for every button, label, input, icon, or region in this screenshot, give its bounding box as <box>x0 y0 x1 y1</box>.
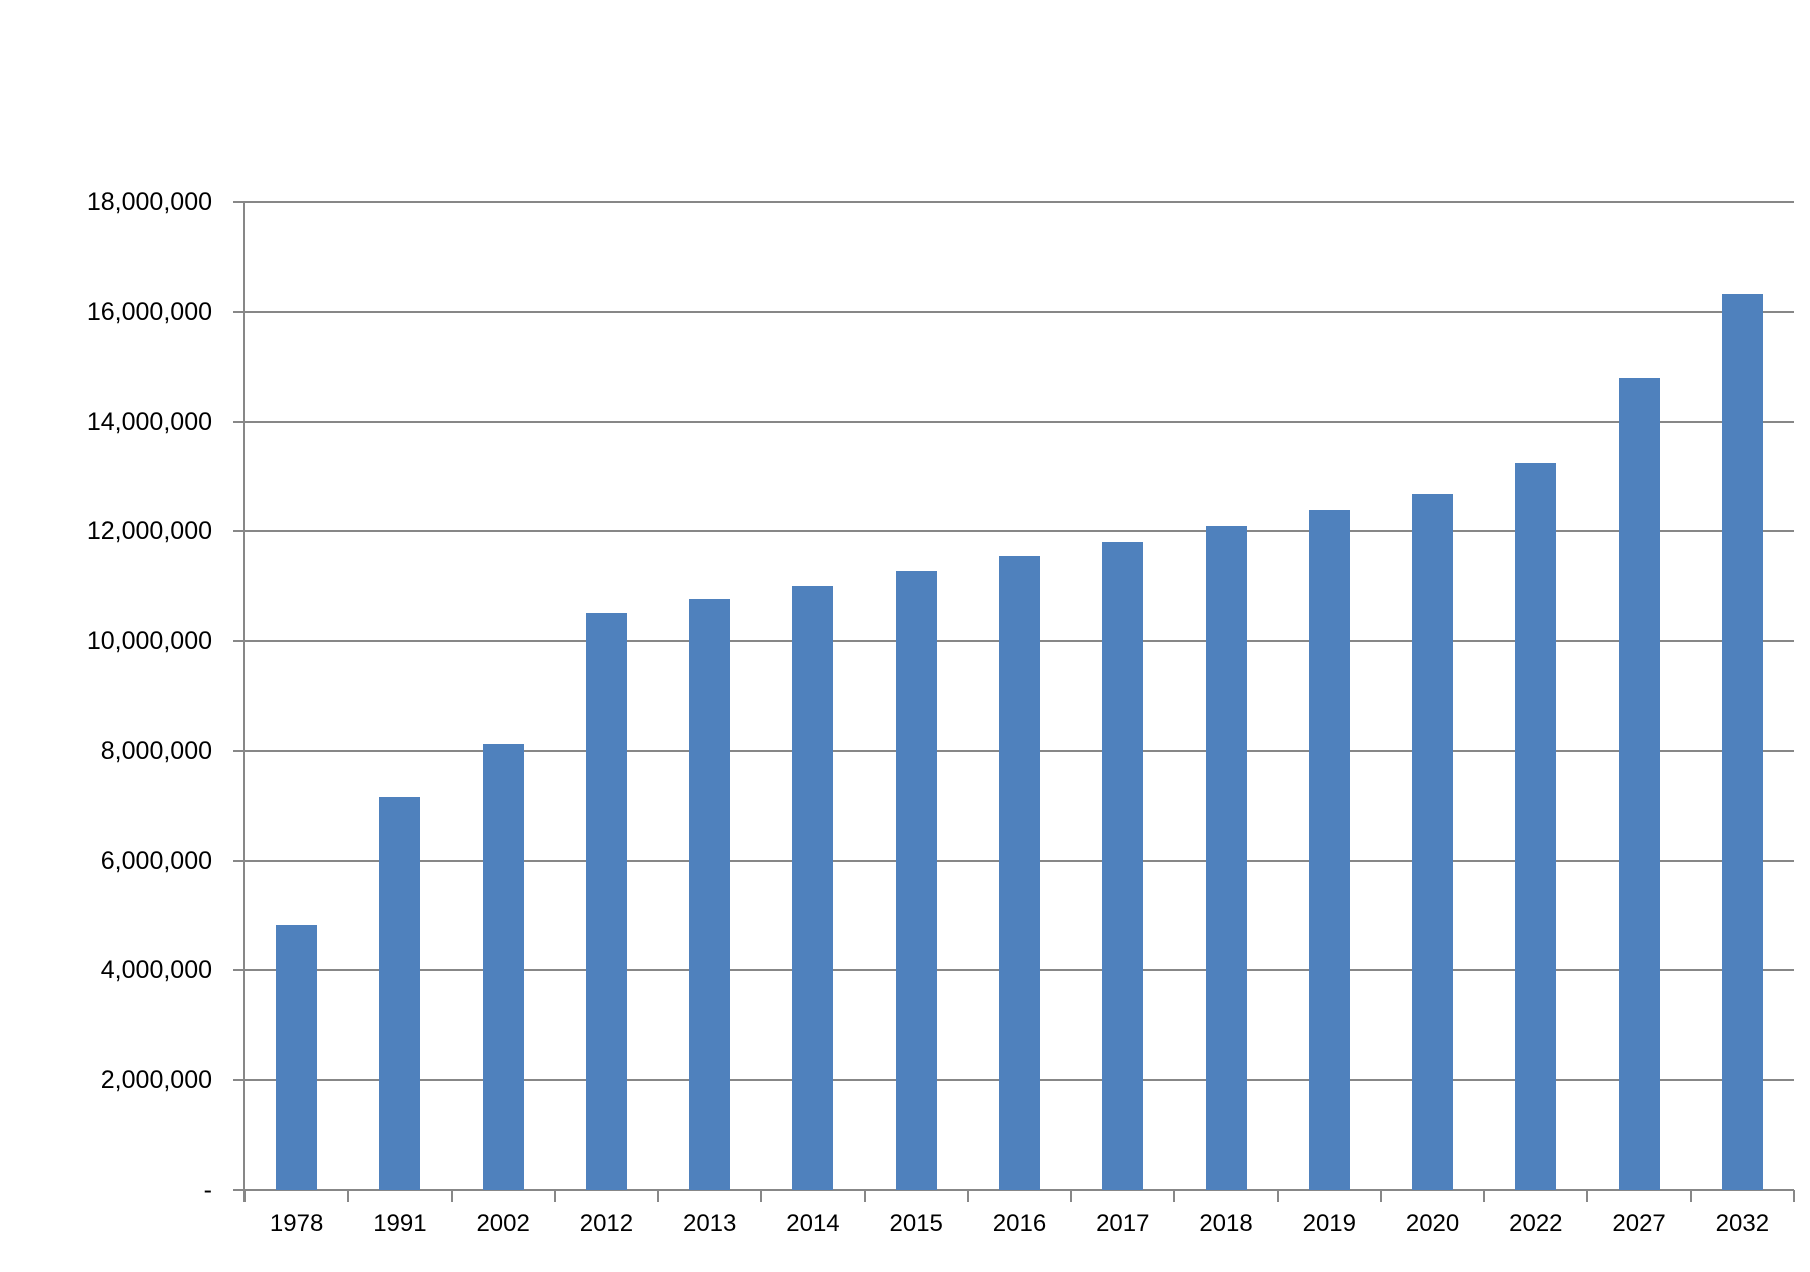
y-axis-tick-label: 12,000,000 <box>86 517 212 546</box>
x-axis-category-label: 2012 <box>579 1210 634 1237</box>
y-axis-tick <box>233 749 245 752</box>
y-axis-tick <box>233 859 245 862</box>
bar-2015 <box>895 571 937 1190</box>
bar-1978 <box>276 924 318 1190</box>
x-axis-tick <box>657 1190 660 1202</box>
y-axis-tick <box>233 420 245 423</box>
x-axis-tick <box>1070 1190 1073 1202</box>
x-axis-category-label: 2020 <box>1405 1210 1460 1237</box>
bar-2002 <box>482 743 524 1190</box>
x-axis-category-label: 2019 <box>1302 1210 1356 1237</box>
bar-2027 <box>1618 378 1660 1190</box>
x-axis-category-label: 2017 <box>1096 1210 1150 1237</box>
bar-2016 <box>999 556 1040 1190</box>
x-axis-tick <box>966 1190 969 1202</box>
x-axis-category-label: 2027 <box>1612 1210 1666 1237</box>
bar-2014 <box>792 585 834 1190</box>
y-axis-tick <box>233 201 245 203</box>
x-axis-category-label: 2014 <box>786 1210 840 1237</box>
y-axis-tick-label: - <box>203 1176 212 1204</box>
y-axis-line <box>243 202 245 1202</box>
x-axis-tick <box>1379 1190 1382 1202</box>
bar-2018 <box>1205 526 1247 1190</box>
x-axis-tick <box>1276 1190 1279 1202</box>
x-axis-tick <box>1173 1190 1176 1202</box>
y-axis-tick-label: 10,000,000 <box>86 627 212 656</box>
y-axis-tick-label: 2,000,000 <box>100 1066 212 1095</box>
x-axis-tick <box>244 1190 246 1202</box>
y-axis-tick-label: 4,000,000 <box>100 956 212 985</box>
bar-2019 <box>1308 509 1350 1190</box>
x-axis-category-label: 1991 <box>373 1210 427 1237</box>
x-axis-category-label: 1978 <box>269 1210 324 1237</box>
x-axis-category-label: 2022 <box>1509 1210 1563 1237</box>
x-axis-tick <box>347 1190 350 1202</box>
x-axis-category-label: 2032 <box>1715 1210 1770 1237</box>
y-axis-tick <box>233 310 245 313</box>
x-axis-line <box>233 1189 1794 1191</box>
bar-2022 <box>1515 462 1557 1190</box>
x-axis-tick <box>450 1190 453 1202</box>
x-axis-tick <box>553 1190 556 1202</box>
bar-2012 <box>585 612 627 1190</box>
bar-2032 <box>1721 293 1763 1190</box>
y-axis-tick-label: 14,000,000 <box>86 407 212 436</box>
bar-1991 <box>379 796 421 1190</box>
y-axis-tick-label: 18,000,000 <box>86 188 212 216</box>
x-axis-category-label: 2016 <box>992 1210 1047 1237</box>
y-axis-tick-label: 16,000,000 <box>86 297 212 326</box>
y-axis-tick <box>233 969 245 972</box>
y-axis-tick <box>233 640 245 643</box>
y-axis-tick <box>233 530 245 533</box>
x-axis-tick <box>1586 1190 1589 1202</box>
x-axis-category-label: 2018 <box>1199 1210 1253 1237</box>
x-axis-category-label: 2002 <box>476 1210 530 1237</box>
major-gridline <box>245 201 1794 203</box>
y-axis-tick <box>233 1079 245 1082</box>
major-gridline <box>245 420 1794 423</box>
x-axis-tick <box>863 1190 866 1202</box>
x-axis-tick <box>760 1190 763 1202</box>
bar-2013 <box>689 599 731 1190</box>
x-axis-tick <box>1793 1190 1795 1202</box>
y-axis-tick-label: 8,000,000 <box>100 736 212 765</box>
bar-2017 <box>1102 541 1144 1190</box>
y-axis-tick-label: 6,000,000 <box>100 846 212 875</box>
major-gridline <box>245 310 1794 313</box>
x-axis-tick <box>1689 1190 1692 1202</box>
x-axis-category-label: 2015 <box>889 1210 943 1237</box>
bar-2020 <box>1412 494 1454 1190</box>
major-gridline <box>245 530 1794 533</box>
x-axis-category-label: 2013 <box>682 1210 737 1237</box>
x-axis-tick <box>1483 1190 1486 1202</box>
